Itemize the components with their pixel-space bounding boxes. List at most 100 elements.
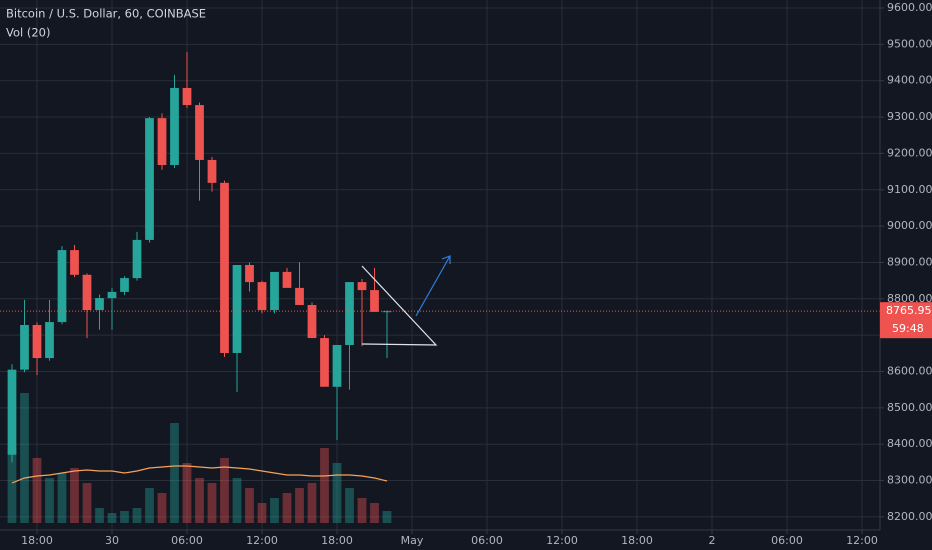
- volume-bar: [282, 493, 292, 523]
- arrow-line: [415, 255, 451, 317]
- triangle-drawing: [361, 265, 438, 346]
- y-tick-label: 8400.00: [887, 437, 932, 450]
- candle-body: [57, 250, 67, 323]
- volume-bar: [32, 458, 42, 523]
- y-tick-label: 9500.00: [887, 37, 932, 50]
- candle-body: [120, 278, 129, 292]
- candle-body: [257, 282, 267, 311]
- y-tick-label: 9200.00: [887, 146, 932, 159]
- x-tick-label: 18:00: [621, 534, 653, 547]
- candle-body: [320, 338, 329, 387]
- y-tick-label: 8600.00: [887, 365, 932, 378]
- x-tick-label: 06:00: [171, 534, 203, 547]
- volume-bar: [7, 448, 17, 523]
- volume-bar: [157, 493, 167, 523]
- candle-body: [220, 182, 229, 353]
- volume-ma-line: [11, 465, 388, 484]
- candle-body: [232, 265, 242, 353]
- volume-bar: [332, 463, 342, 523]
- volume-bar: [382, 511, 392, 523]
- y-tick-label: 8500.00: [887, 401, 932, 414]
- x-tick-label: 18:00: [21, 534, 53, 547]
- candle-body: [357, 282, 367, 291]
- candle-body: [157, 118, 167, 166]
- candle-body: [32, 324, 42, 359]
- last-price-box: [880, 302, 932, 339]
- drawings: [361, 255, 451, 346]
- candle-body: [107, 291, 117, 299]
- candle-body: [82, 274, 92, 311]
- volume-bar: [20, 393, 29, 523]
- volume-bar: [270, 498, 279, 523]
- volume-bar: [170, 423, 179, 523]
- volume-bar: [70, 468, 79, 523]
- candle-body: [332, 344, 342, 387]
- x-tick-label: 06:00: [471, 534, 503, 547]
- y-tick-label: 9300.00: [887, 110, 932, 123]
- candle-body: [307, 304, 317, 339]
- x-tick-label: 12:00: [246, 534, 278, 547]
- x-tick-label: 06:00: [771, 534, 803, 547]
- candle-body: [145, 118, 154, 240]
- x-tick-label: 2: [709, 534, 716, 547]
- volume-bar: [345, 488, 354, 523]
- volume-bar: [82, 483, 92, 523]
- arrow-head: [441, 255, 451, 264]
- volume-bar: [207, 483, 217, 523]
- volume-bar: [295, 488, 304, 523]
- volume-bar: [95, 508, 104, 523]
- volume-bar: [232, 478, 242, 523]
- volume-bar: [357, 498, 367, 523]
- candle-body: [45, 322, 54, 359]
- volume-bar: [107, 513, 117, 523]
- volume-bar: [257, 503, 267, 523]
- volume-bar: [245, 488, 254, 523]
- candle-body: [195, 105, 204, 160]
- volume-bar: [370, 503, 379, 523]
- y-tick-label: 9600.00: [887, 1, 932, 14]
- y-tick-label: 8800.00: [887, 292, 932, 305]
- countdown-label: 59:48: [892, 322, 924, 335]
- y-tick-label: 9000.00: [887, 219, 932, 232]
- candle-body: [7, 369, 17, 455]
- volume-bar: [307, 483, 317, 523]
- axes: 8200.008300.008400.008500.008600.008700.…: [21, 1, 932, 547]
- volume-bar: [195, 478, 204, 523]
- candle-body: [295, 287, 304, 305]
- candle-body: [345, 282, 354, 345]
- candle-body: [282, 271, 292, 288]
- candle-body: [95, 298, 104, 311]
- candle-body: [170, 87, 179, 166]
- candle-body: [270, 271, 279, 311]
- y-tick-label: 8200.00: [887, 510, 932, 523]
- x-tick-label: 30: [105, 534, 119, 547]
- x-tick-label: 12:00: [546, 534, 578, 547]
- x-tick-label: 12:00: [846, 534, 878, 547]
- y-tick-label: 8900.00: [887, 255, 932, 268]
- x-tick-label: May: [401, 534, 424, 547]
- candles: [0, 51, 880, 463]
- candle-body: [245, 265, 254, 283]
- candle-body: [182, 87, 192, 106]
- candle-body: [207, 159, 217, 183]
- volume-bar: [120, 511, 129, 523]
- x-tick-label: 18:00: [321, 534, 353, 547]
- chart-title: Bitcoin / U.S. Dollar, 60, COINBASE: [6, 7, 206, 21]
- volume-bar: [220, 458, 229, 523]
- volume-bar: [145, 488, 154, 523]
- volume-pane: [7, 393, 392, 523]
- volume-bar: [132, 508, 142, 523]
- last-price-label: 8765.95: [886, 304, 932, 317]
- volume-bar: [45, 478, 54, 523]
- y-tick-label: 9100.00: [887, 183, 932, 196]
- volume-bar: [57, 473, 67, 523]
- volume-title: Vol (20): [6, 26, 50, 40]
- candle-body: [20, 324, 29, 370]
- price-axis-bg: [880, 0, 932, 550]
- volume-bar: [320, 448, 329, 523]
- candle-body: [132, 239, 142, 279]
- candle-body: [370, 290, 379, 312]
